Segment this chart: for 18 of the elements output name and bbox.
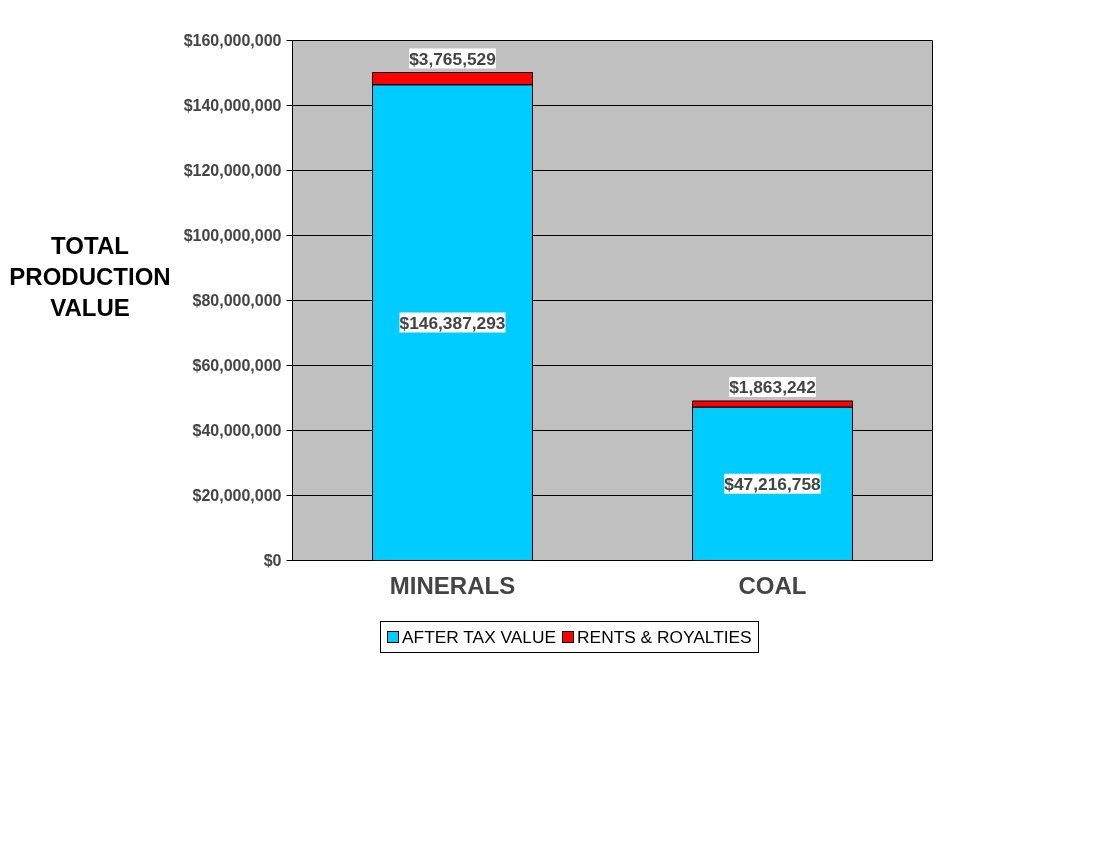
x-tick-label: COAL xyxy=(738,571,807,599)
legend-label: RENTS & ROYALTIES xyxy=(577,627,752,648)
x-tick-label: MINERALS xyxy=(389,571,516,599)
y-tick-label: $80,000,000 xyxy=(192,292,282,309)
data-label: $1,863,242 xyxy=(729,376,816,397)
y-tick-label: $60,000,000 xyxy=(192,357,282,374)
y-tick-label: $40,000,000 xyxy=(192,422,282,439)
legend-label: AFTER TAX VALUE xyxy=(402,627,557,648)
y-tick-label: $120,000,000 xyxy=(183,162,282,179)
y-tick-label: $100,000,000 xyxy=(183,227,282,244)
y-tick-label: $0 xyxy=(263,552,282,569)
y-axis-title: TOTAL PRODUCTION VALUE xyxy=(8,231,172,324)
data-label: $47,216,758 xyxy=(724,473,822,494)
y-tick-label: $140,000,000 xyxy=(183,97,282,114)
y-tick-label: $20,000,000 xyxy=(192,487,282,504)
data-label: $146,387,293 xyxy=(399,312,506,333)
y-tick-label: $160,000,000 xyxy=(183,32,282,49)
data-label: $3,765,529 xyxy=(409,48,496,69)
